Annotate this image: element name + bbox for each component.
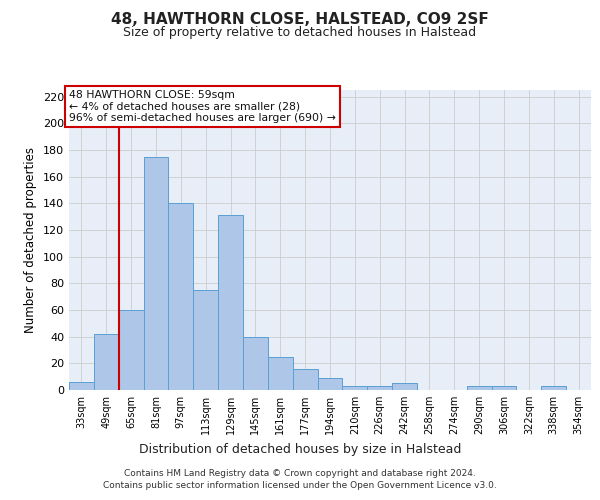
Text: 48, HAWTHORN CLOSE, HALSTEAD, CO9 2SF: 48, HAWTHORN CLOSE, HALSTEAD, CO9 2SF [111,12,489,28]
Bar [367,386,392,390]
Bar [392,384,417,390]
Text: Contains public sector information licensed under the Open Government Licence v3: Contains public sector information licen… [103,481,497,490]
Text: Size of property relative to detached houses in Halstead: Size of property relative to detached ho… [124,26,476,39]
Text: Distribution of detached houses by size in Halstead: Distribution of detached houses by size … [139,442,461,456]
Bar [317,378,343,390]
Bar [94,334,119,390]
Bar [541,386,566,390]
Text: 48 HAWTHORN CLOSE: 59sqm
← 4% of detached houses are smaller (28)
96% of semi-de: 48 HAWTHORN CLOSE: 59sqm ← 4% of detache… [69,90,336,123]
Bar [69,382,94,390]
Bar [119,310,143,390]
Y-axis label: Number of detached properties: Number of detached properties [25,147,37,333]
Text: Contains HM Land Registry data © Crown copyright and database right 2024.: Contains HM Land Registry data © Crown c… [124,469,476,478]
Bar [491,386,517,390]
Bar [143,156,169,390]
Bar [218,216,243,390]
Bar [243,336,268,390]
Bar [343,386,367,390]
Bar [169,204,193,390]
Bar [193,290,218,390]
Bar [467,386,491,390]
Bar [268,356,293,390]
Bar [293,368,317,390]
